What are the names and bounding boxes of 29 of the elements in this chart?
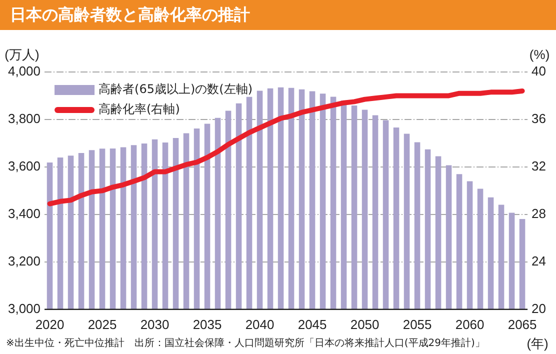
y-tick-label: 3,600 [8, 158, 41, 174]
y-tick-label: 3,400 [8, 206, 41, 222]
y-tick-label: 4,000 [8, 64, 41, 79]
chart-title: 日本の高齢者数と高齢化率の推計 [0, 0, 556, 30]
y2-tick-label: 28 [532, 206, 546, 222]
y2-tick-label: 24 [532, 254, 546, 268]
y2-tick-label: 36 [532, 111, 546, 126]
y-tick-label: 3,000 [8, 300, 41, 316]
y2-axis-title: (%) [529, 47, 550, 62]
x-tick-label: 2040 [245, 316, 274, 332]
y-axis-title: (万人) [4, 47, 40, 62]
legend-label: 高齢化率(右軸) [98, 102, 180, 116]
y2-tick-label: 40 [532, 64, 546, 79]
x-tick-label: 2045 [298, 316, 327, 332]
legend-label: 高齢者(65歳以上)の数(左軸) [98, 82, 253, 96]
x-tick-label: 2065 [508, 316, 537, 332]
x-tick-label: 2035 [192, 316, 222, 332]
y-tick-label: 3,200 [8, 254, 41, 268]
y2-tick-label: 20 [532, 300, 546, 316]
x-tick-label: 2020 [35, 316, 64, 332]
text: ※出生中位・死亡中位推計 出所：国立社会保障・人口問題研究所「日本の将来推計人口(平成29年推計)」 [6, 336, 485, 350]
x-tick-label: 2055 [402, 316, 432, 332]
x-tick-label: 2025 [88, 316, 117, 332]
y2-tick-label: 32 [532, 158, 546, 174]
x-tick-label: 2060 [455, 316, 484, 332]
y-tick-label: 3,800 [8, 111, 41, 126]
x-axis-title: (年) [526, 336, 548, 352]
x-tick-label: 2030 [140, 316, 170, 332]
x-tick-label: 2050 [350, 316, 380, 332]
